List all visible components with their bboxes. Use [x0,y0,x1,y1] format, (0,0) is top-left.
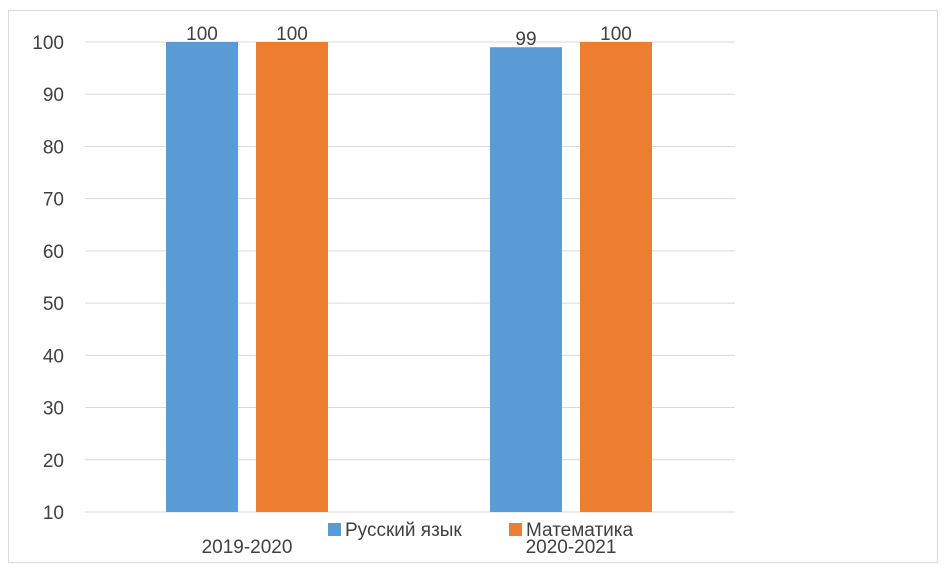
data-label: 100 [276,24,308,45]
legend-label-russian: Русский язык [345,520,462,541]
bar-russian-2019-2020 [166,42,238,512]
y-tick-label: 40 [43,346,64,367]
y-tick-label: 10 [43,503,64,524]
chart-frame [8,10,938,563]
x-tick-label: 2020-2021 [526,537,617,558]
y-tick-label: 60 [43,242,64,263]
y-tick-label: 80 [43,137,64,158]
y-tick-label: 30 [43,399,64,420]
y-tick-label: 90 [43,85,64,106]
y-tick-label: 50 [43,294,64,315]
data-label: 99 [515,29,536,50]
x-tick-label: 2019-2020 [202,537,293,558]
x-axis-ticks: 2019-2020 2020-2021 [202,537,617,558]
y-tick-label: 100 [32,33,64,54]
bar-math-2019-2020 [256,42,328,512]
bar-russian-2020-2021 [490,47,562,512]
y-tick-label: 20 [43,451,64,472]
bars [166,42,652,512]
y-axis-ticks: 10 20 30 40 50 60 70 80 90 100 [32,33,64,524]
legend: Русский язык Математика [328,520,634,541]
y-tick-label: 70 [43,190,64,211]
data-label: 100 [600,24,632,45]
legend-swatch-math [509,523,522,536]
legend-swatch-russian [328,523,341,536]
legend-label-math: Математика [526,520,634,541]
bar-math-2020-2021 [580,42,652,512]
data-labels: 100 99 100 100 [186,24,632,50]
data-label: 100 [186,24,218,45]
